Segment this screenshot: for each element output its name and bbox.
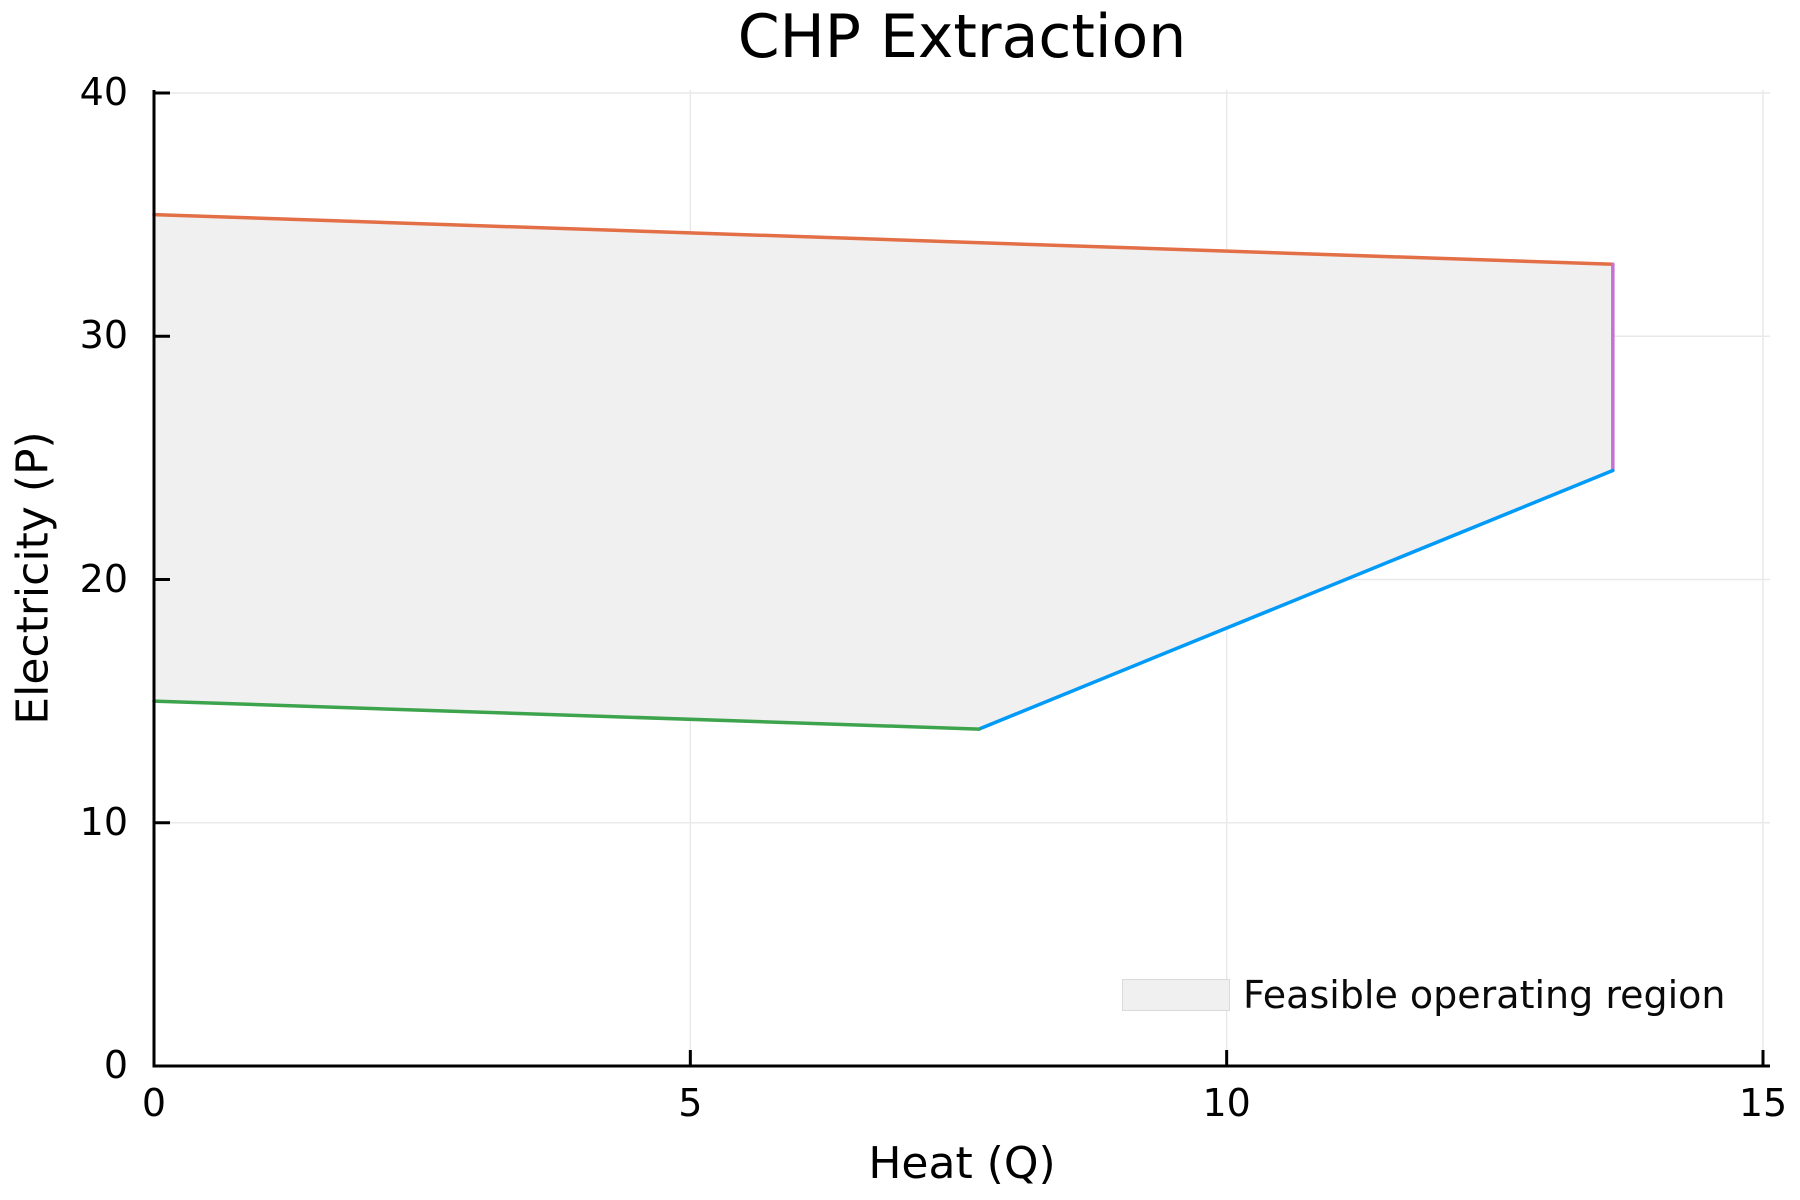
x-tick-label: 5 <box>678 1081 703 1125</box>
x-axis-label: Heat (Q) <box>868 1138 1056 1189</box>
backpressure-limit-line <box>977 468 1615 731</box>
y-tick-label: 30 <box>79 313 128 358</box>
x-tick-label: 0 <box>141 1081 167 1125</box>
legend-swatch <box>1122 979 1230 1011</box>
upper-electricity-limit-line <box>152 212 1615 266</box>
legend-label: Feasible operating region <box>1243 973 1726 1017</box>
chart-title: CHP Extraction <box>737 2 1187 72</box>
x-tick-label: 10 <box>1202 1081 1251 1125</box>
y-tick-label: 40 <box>79 70 128 114</box>
x-tick-label: 15 <box>1738 1081 1788 1125</box>
y-tick-label: 0 <box>103 1043 128 1087</box>
feasible-region-fill <box>154 214 1613 730</box>
lower-electricity-limit-line <box>152 699 981 731</box>
y-tick-label: 10 <box>79 799 128 844</box>
y-tick-label: 20 <box>79 556 128 601</box>
legend: Feasible operating region <box>1122 975 1726 1015</box>
